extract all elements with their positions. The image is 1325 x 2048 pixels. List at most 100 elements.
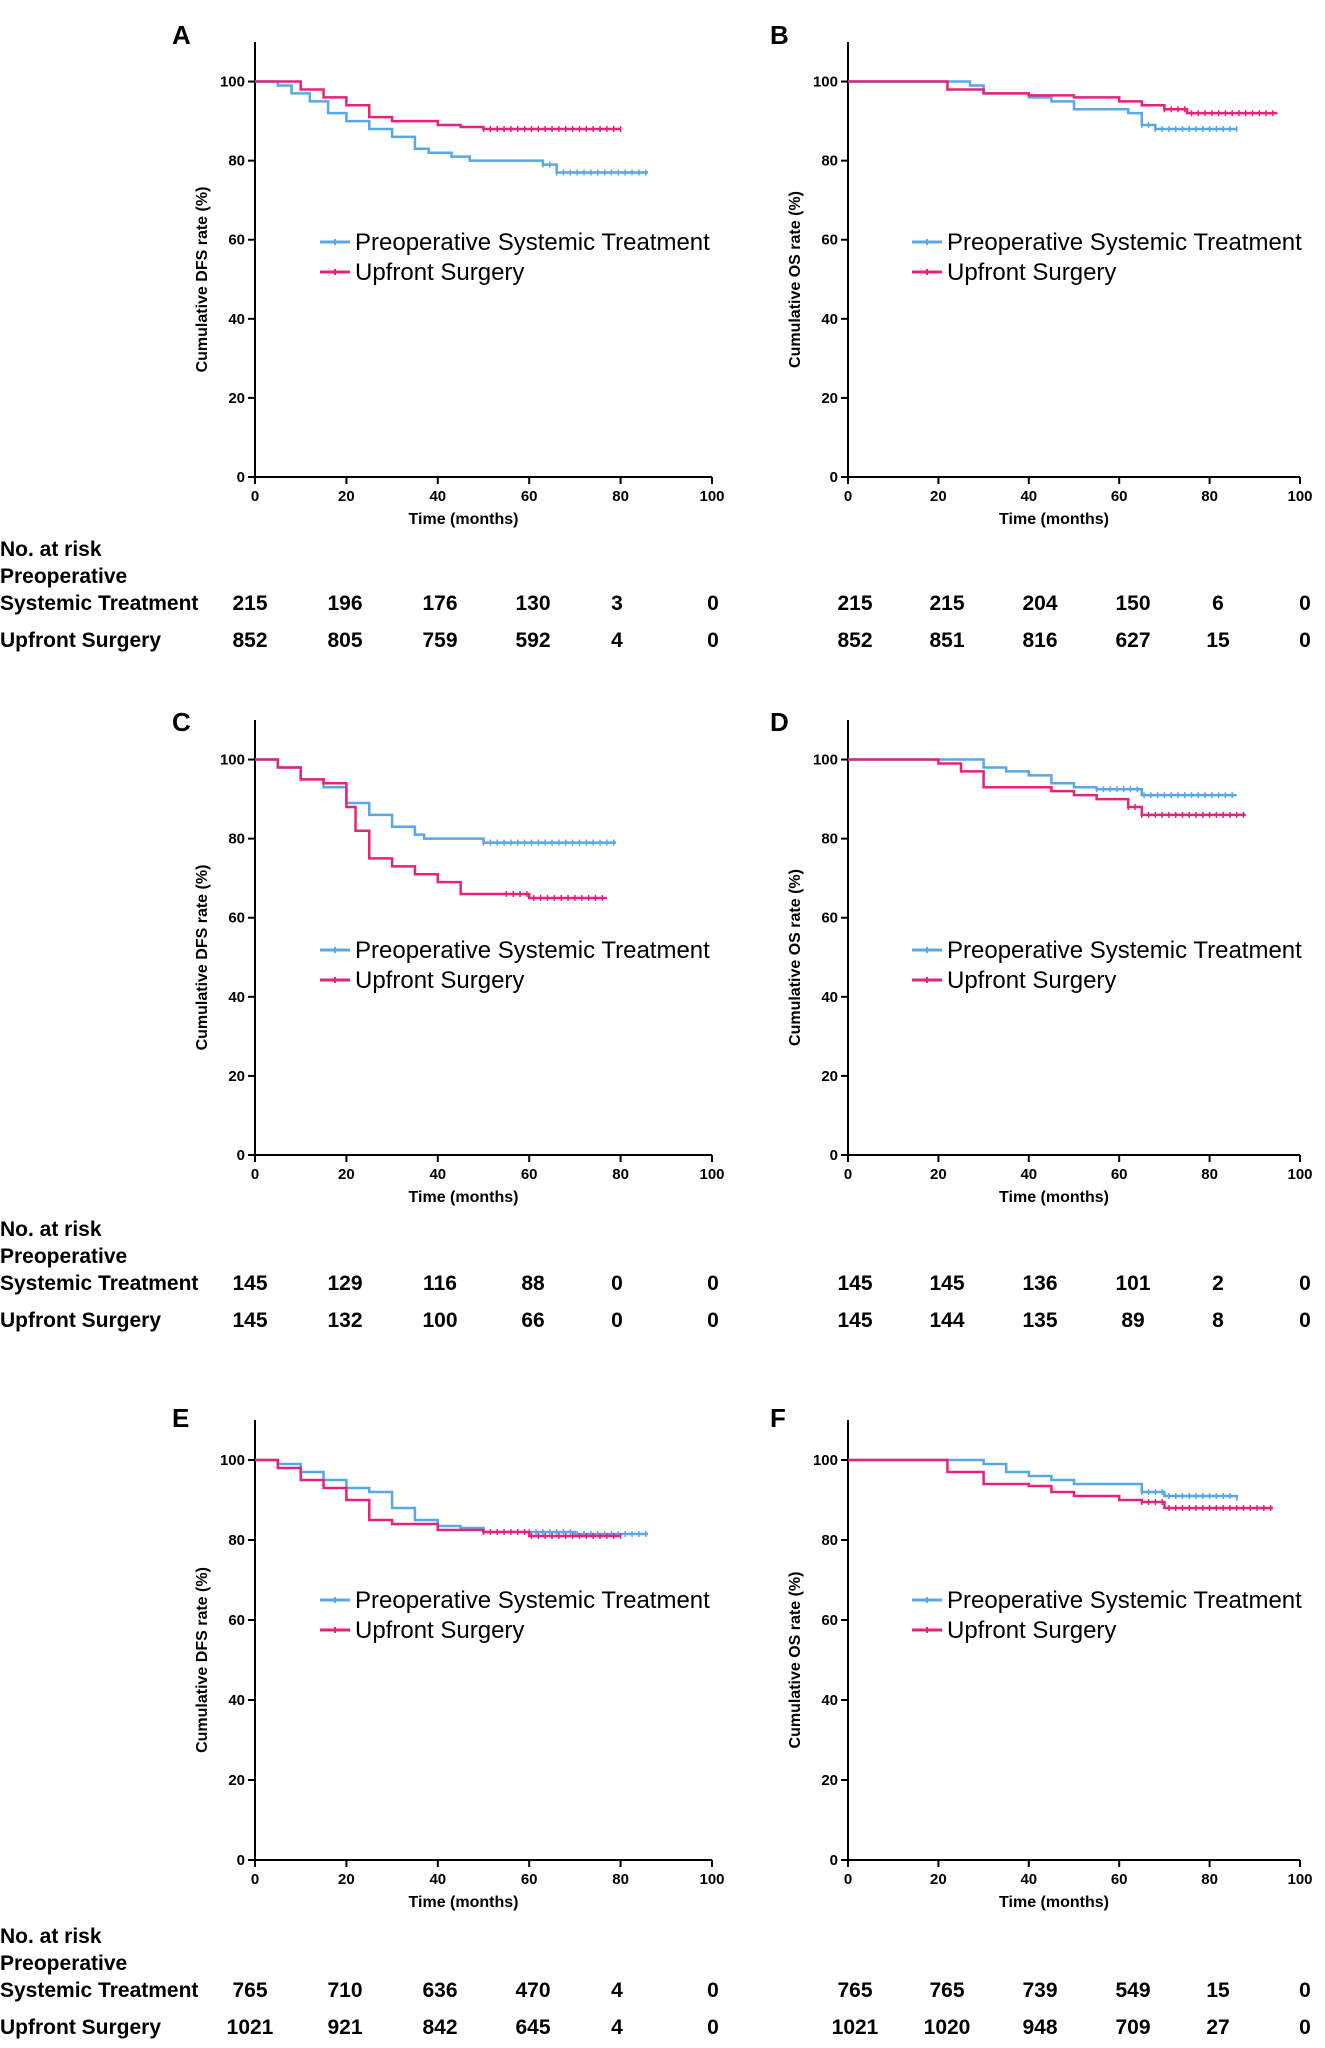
x-tick-label: 80: [612, 1166, 629, 1183]
y-axis-label: Cumulative OS rate (%): [787, 869, 804, 1046]
y-axis-label: Cumulative OS rate (%): [787, 191, 804, 368]
x-tick-label: 0: [844, 488, 852, 505]
y-tick-label: 60: [821, 232, 838, 249]
risk-value-upfront: 1021: [227, 2016, 274, 2039]
panel-label: F: [770, 1403, 786, 1433]
x-tick-label: 20: [338, 1871, 355, 1888]
risk-row-label-preoperative-1: Preoperative: [0, 1245, 127, 1268]
y-tick-label: 0: [830, 1147, 838, 1164]
risk-value-preoperative: 145: [232, 1272, 267, 1295]
y-tick-label: 0: [830, 1852, 838, 1869]
risk-row-label-preoperative-2: Systemic Treatment: [0, 1272, 198, 1295]
legend-label: Preoperative Systemic Treatment: [947, 1587, 1302, 1614]
x-tick-label: 60: [521, 1871, 538, 1888]
y-tick-label: 20: [821, 1068, 838, 1085]
risk-value-upfront: 15: [1206, 629, 1230, 652]
legend-label: Upfront Surgery: [947, 1617, 1116, 1644]
risk-value-preoperative: 765: [837, 1979, 872, 2002]
x-axis-label: Time (months): [999, 1894, 1109, 1911]
risk-value-preoperative: 710: [327, 1979, 362, 2002]
x-axis-label: Time (months): [999, 511, 1109, 528]
x-tick-label: 20: [930, 1166, 947, 1183]
risk-value-upfront: 592: [515, 629, 550, 652]
y-tick-label: 100: [220, 1452, 245, 1469]
risk-value-upfront: 852: [232, 629, 267, 652]
risk-value-preoperative: 765: [232, 1979, 267, 2002]
y-axis-label: Cumulative OS rate (%): [787, 1572, 804, 1749]
x-tick-label: 80: [612, 1871, 629, 1888]
risk-value-preoperative: 101: [1115, 1272, 1150, 1295]
x-tick-label: 60: [1111, 488, 1128, 505]
x-tick-label: 60: [521, 488, 538, 505]
series-line-preoperative: [255, 758, 617, 844]
x-axis-label: Time (months): [409, 1894, 519, 1911]
risk-row-label-upfront: Upfront Surgery: [0, 1309, 161, 1332]
legend-label: Upfront Surgery: [947, 967, 1116, 994]
risk-value-upfront: 132: [327, 1309, 362, 1332]
x-tick-label: 0: [251, 488, 259, 505]
x-tick-label: 60: [521, 1166, 538, 1183]
risk-value-preoperative: 0: [1299, 1272, 1311, 1295]
risk-value-preoperative: 2: [1212, 1272, 1224, 1295]
risk-value-upfront: 27: [1206, 2016, 1229, 2039]
y-tick-label: 80: [228, 153, 245, 170]
risk-value-preoperative: 0: [1299, 592, 1311, 615]
y-tick-label: 20: [228, 390, 245, 407]
risk-row-label-preoperative-2: Systemic Treatment: [0, 592, 198, 615]
risk-value-preoperative: 196: [327, 592, 362, 615]
risk-row-label-upfront: Upfront Surgery: [0, 629, 161, 652]
y-tick-label: 40: [821, 1692, 838, 1709]
risk-value-upfront: 0: [611, 1309, 623, 1332]
y-tick-label: 80: [228, 831, 245, 848]
series-line-upfront: [848, 758, 1246, 817]
risk-value-upfront: 627: [1115, 629, 1150, 652]
risk-value-upfront: 66: [521, 1309, 544, 1332]
risk-value-preoperative: 3: [611, 592, 623, 615]
risk-value-upfront: 1021: [832, 2016, 879, 2039]
risk-value-preoperative: 636: [422, 1979, 457, 2002]
y-tick-label: 100: [220, 74, 245, 91]
series-line-preoperative: [848, 758, 1237, 797]
legend-label: Upfront Surgery: [355, 259, 524, 286]
x-tick-label: 80: [1201, 1166, 1218, 1183]
x-tick-label: 20: [930, 488, 947, 505]
x-tick-label: 40: [429, 488, 446, 505]
risk-value-preoperative: 204: [1022, 592, 1057, 615]
risk-value-preoperative: 0: [611, 1272, 623, 1295]
legend-label: Preoperative Systemic Treatment: [947, 229, 1302, 256]
risk-row-label-preoperative-1: Preoperative: [0, 1952, 127, 1975]
x-tick-label: 0: [251, 1166, 259, 1183]
y-tick-label: 40: [228, 1692, 245, 1709]
y-tick-label: 20: [821, 390, 838, 407]
legend-label: Preoperative Systemic Treatment: [947, 937, 1302, 964]
risk-value-preoperative: 145: [929, 1272, 964, 1295]
risk-row-label-preoperative-2: Systemic Treatment: [0, 1979, 198, 2002]
risk-value-upfront: 0: [707, 1309, 719, 1332]
series-line-upfront: [255, 1458, 621, 1538]
x-tick-label: 0: [844, 1166, 852, 1183]
y-axis-label: Cumulative DFS rate (%): [194, 865, 211, 1051]
y-tick-label: 100: [813, 74, 838, 91]
panel-c: C 0 20 40 60 80 100 0 20 40 60 80 100 Time (months) Cu…: [172, 707, 725, 1332]
x-tick-label: 60: [1111, 1871, 1128, 1888]
risk-value-upfront: 709: [1115, 2016, 1150, 2039]
x-tick-label: 80: [612, 488, 629, 505]
risk-value-upfront: 921: [327, 2016, 362, 2039]
y-tick-label: 40: [228, 989, 245, 1006]
x-tick-label: 100: [1287, 1166, 1312, 1183]
y-tick-label: 0: [237, 469, 245, 486]
panel-label: A: [172, 20, 191, 50]
x-tick-label: 100: [1287, 488, 1312, 505]
legend-label: Upfront Surgery: [355, 1617, 524, 1644]
y-tick-label: 60: [228, 232, 245, 249]
x-tick-label: 60: [1111, 1166, 1128, 1183]
risk-value-preoperative: 6: [1212, 592, 1224, 615]
risk-value-upfront: 100: [422, 1309, 457, 1332]
y-tick-label: 80: [821, 1532, 838, 1549]
risk-value-preoperative: 88: [521, 1272, 545, 1295]
x-tick-label: 100: [699, 1166, 724, 1183]
risk-value-upfront: 0: [1299, 2016, 1311, 2039]
